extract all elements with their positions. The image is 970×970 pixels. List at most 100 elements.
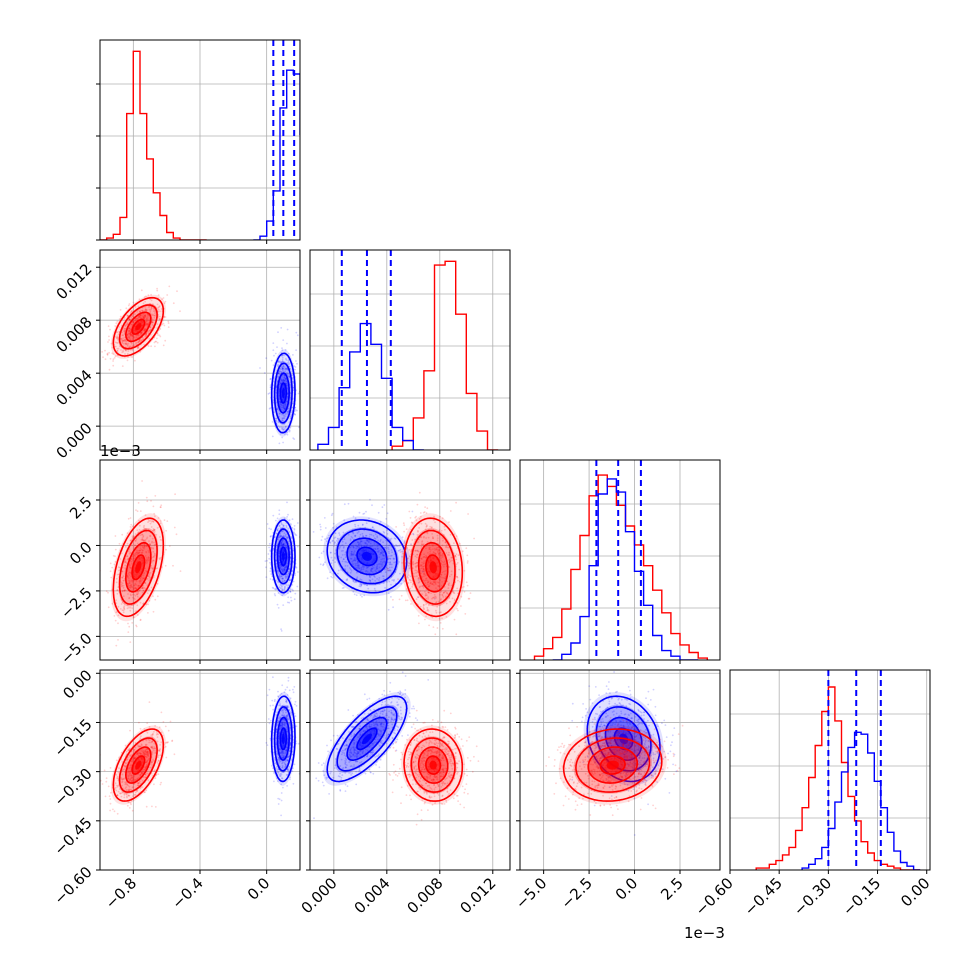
sample-point-red xyxy=(152,307,155,310)
sample-point-blue xyxy=(363,594,366,597)
sample-point-blue xyxy=(341,554,344,556)
sample-point-blue xyxy=(381,550,384,553)
sample-point-blue xyxy=(344,565,347,567)
sample-point-red xyxy=(135,509,137,511)
sample-point-blue xyxy=(272,676,274,679)
sample-point-red xyxy=(141,309,144,312)
sample-point-blue xyxy=(356,561,359,564)
sample-point-blue xyxy=(389,561,391,564)
sample-point-red xyxy=(105,590,108,593)
sample-point-blue xyxy=(354,517,357,520)
sample-point-blue xyxy=(282,543,285,546)
sample-point-red xyxy=(423,511,426,513)
sample-point-blue xyxy=(285,368,287,371)
sample-point-red xyxy=(127,622,129,625)
sample-point-blue xyxy=(283,544,286,547)
sample-point-red xyxy=(428,604,430,607)
sample-point-red xyxy=(428,591,431,594)
sample-point-blue xyxy=(388,555,390,557)
sample-point-red xyxy=(138,590,141,592)
sample-point-red xyxy=(123,602,126,605)
sample-point-blue xyxy=(390,596,392,598)
sample-point-blue xyxy=(278,388,281,391)
sample-point-red xyxy=(159,506,162,508)
sample-point-blue xyxy=(290,523,292,526)
sample-point-red xyxy=(127,327,130,330)
sample-point-red xyxy=(138,298,141,301)
sample-point-blue xyxy=(380,563,382,566)
sample-point-red xyxy=(466,554,469,557)
sample-point-red xyxy=(131,334,134,337)
sample-point-blue xyxy=(382,575,385,578)
sample-point-red xyxy=(151,318,154,321)
sample-point-blue xyxy=(352,559,355,562)
sample-point-red xyxy=(129,517,132,519)
sample-point-blue xyxy=(285,357,287,360)
sample-point-red xyxy=(122,575,125,578)
sample-point-red xyxy=(455,633,458,636)
sample-point-blue xyxy=(280,370,283,373)
sample-point-red xyxy=(424,582,427,585)
sample-point-red xyxy=(126,558,129,561)
sample-point-blue xyxy=(337,572,339,575)
sample-point-blue xyxy=(365,534,368,537)
sample-point-red xyxy=(455,535,458,537)
sample-point-blue xyxy=(361,558,363,561)
sample-point-red xyxy=(121,533,124,536)
sample-point-red xyxy=(116,336,119,339)
sample-point-blue xyxy=(377,563,380,566)
sample-point-red xyxy=(457,579,459,582)
sample-point-blue xyxy=(346,578,349,580)
sample-point-red xyxy=(126,323,129,325)
sample-point-blue xyxy=(269,719,272,722)
sample-point-red xyxy=(112,554,115,557)
sample-point-blue xyxy=(276,544,279,547)
sample-point-blue xyxy=(356,577,358,580)
sample-point-red xyxy=(131,321,134,324)
sample-point-red xyxy=(407,557,409,560)
sample-point-blue xyxy=(382,541,384,544)
sample-point-red xyxy=(135,342,137,345)
sample-point-blue xyxy=(276,529,279,532)
sample-point-red xyxy=(109,562,112,565)
sample-point-blue xyxy=(279,533,282,535)
sample-point-red xyxy=(134,533,137,535)
sample-point-blue xyxy=(287,592,289,594)
sample-point-red xyxy=(142,562,144,565)
sample-point-red xyxy=(144,324,147,327)
sample-point-red xyxy=(409,587,412,590)
sample-point-red xyxy=(426,507,429,510)
sample-point-red xyxy=(135,551,138,554)
sample-point-red xyxy=(143,571,146,574)
sample-point-red xyxy=(429,572,431,574)
sample-point-blue xyxy=(352,515,355,518)
sample-point-red xyxy=(405,561,408,564)
sample-point-red xyxy=(133,569,136,572)
sample-point-blue xyxy=(312,531,315,533)
sample-point-blue xyxy=(288,519,291,521)
sample-point-red xyxy=(422,569,424,572)
sample-point-red xyxy=(456,602,458,604)
sample-point-red xyxy=(137,341,140,344)
sample-point-blue xyxy=(281,419,284,422)
sample-point-red xyxy=(134,575,136,578)
sample-point-blue xyxy=(342,558,345,560)
sample-point-blue xyxy=(362,513,365,515)
sample-point-red xyxy=(406,558,409,560)
sample-point-red xyxy=(139,578,142,580)
sample-point-red xyxy=(143,577,145,579)
sample-point-blue xyxy=(367,540,370,543)
sample-point-red xyxy=(143,545,146,548)
sample-point-blue xyxy=(292,387,295,389)
sample-point-blue xyxy=(382,551,384,554)
sample-point-blue xyxy=(277,538,280,541)
sample-point-blue xyxy=(284,535,287,538)
sample-point-red xyxy=(120,552,123,555)
sample-point-red xyxy=(131,580,134,583)
sample-point-blue xyxy=(276,566,278,569)
sample-point-red xyxy=(416,571,419,573)
sample-point-blue xyxy=(349,568,352,571)
sample-point-blue xyxy=(379,540,382,543)
sample-point-blue xyxy=(377,547,379,550)
sample-point-red xyxy=(117,573,120,576)
